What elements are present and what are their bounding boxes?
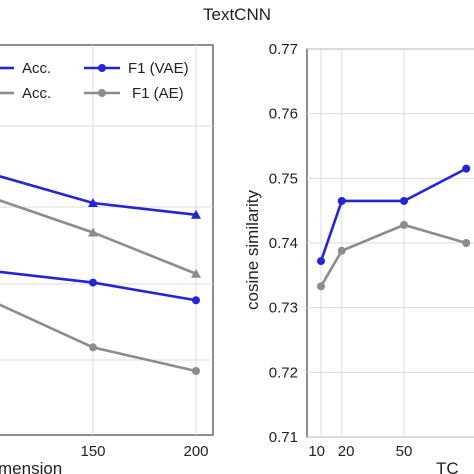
right-x-ticks: 10 20 50 [308,443,412,460]
right-y-tick-label: 0.77 [269,41,298,58]
right-chart: 0.71 0.72 0.73 0.74 0.75 0.76 0.77 10 20 50 cosi… [243,41,474,474]
data-point-ae [317,282,325,291]
data-point-vae [462,164,471,173]
right-series-lines [319,167,467,287]
right-y-tick-label: 0.75 [269,170,298,187]
data-point-acc_vae [88,198,98,207]
right-y-ticks: 0.71 0.72 0.73 0.74 0.75 0.76 0.77 [269,41,298,446]
series-line-f1_vae [0,270,197,302]
series-line-ae [319,223,467,287]
legend-label-acc_ae: Acc. [22,85,51,102]
series-line-acc_vae [0,175,197,217]
right-x-tick-label: 20 [338,443,355,460]
legend-marker-f1_vae [98,64,106,72]
left-x-tick-label: 200 [183,443,208,460]
data-point-acc_ae [191,268,201,278]
legend-label-f1_ae: F1 (AE) [132,85,184,102]
data-point-ae [462,239,471,247]
figure-title: TextCNN [203,5,271,24]
data-point-vae [337,196,346,205]
legend-label-f1_vae: F1 (VAE) [128,60,189,77]
left-plot-frame [0,44,214,436]
left-grid [0,44,214,436]
data-point-acc_vae [191,209,201,219]
data-point-ae [400,220,408,229]
left-x-axis-label: mension [0,459,62,474]
data-point-f1_vae [89,278,97,287]
legend-marker-f1_ae [98,89,106,97]
right-y-axis-label: cosine similarity [243,190,262,310]
data-point-f1_vae [192,296,200,305]
right-y-tick-label: 0.76 [269,106,298,123]
data-point-f1_ae [192,367,200,375]
left-legend: Acc. F1 (VAE) Acc. F1 (AE) [0,60,189,102]
legend-label-acc_vae: Acc. [22,60,51,77]
right-x-axis-label: TC [436,459,459,474]
right-grid [306,48,474,438]
series-line-vae [319,167,467,262]
right-x-tick-label: 50 [396,443,413,460]
right-y-tick-label: 0.71 [269,429,298,446]
right-series-markers [317,164,471,291]
left-series-markers [88,198,201,375]
data-point-acc_ae [88,227,98,237]
data-point-ae [337,246,346,255]
left-x-ticks: 0150200 [80,443,208,460]
left-series-lines [0,175,197,373]
right-y-tick-label: 0.72 [269,364,298,381]
data-point-f1_ae [89,343,97,352]
left-chart: 0150200 mension Acc.F1 (VAE)Acc.F1 (AE) [0,44,214,474]
right-y-tick-label: 0.73 [269,300,298,317]
left-x-tick-label: 150 [80,443,105,460]
data-point-vae [400,196,408,205]
series-line-acc_ae [0,199,197,275]
data-point-vae [317,257,325,266]
right-x-tick-label: 10 [308,443,325,460]
right-y-tick-label: 0.74 [269,235,298,252]
